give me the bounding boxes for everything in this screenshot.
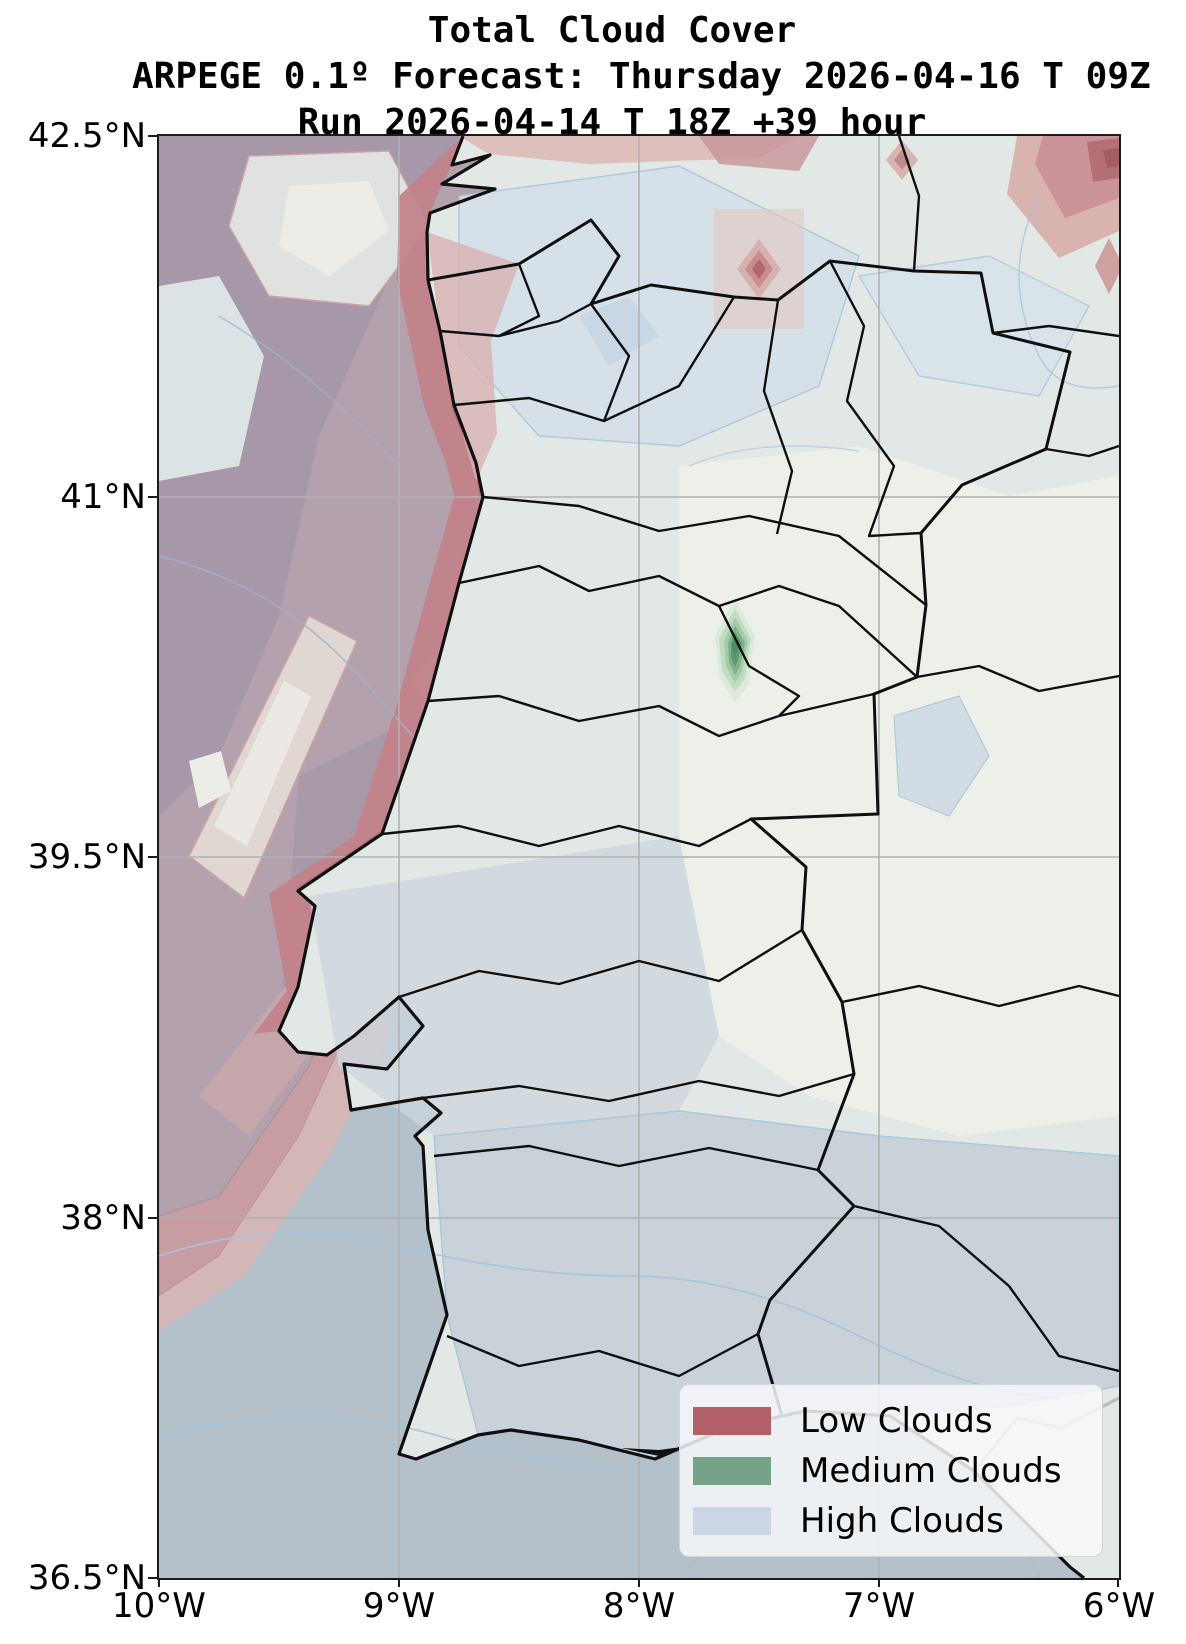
legend-label-medium-clouds: Medium Clouds — [800, 1451, 1062, 1491]
coastal-low-cloud-band — [254, 136, 483, 1034]
high-clouds-swatch-rect — [693, 1507, 771, 1535]
province-line — [828, 260, 922, 538]
ocean-clear-core — [189, 751, 231, 808]
low-clouds-swatch — [693, 1407, 771, 1435]
district-line — [762, 299, 794, 535]
medium-clouds-swatch — [693, 1457, 771, 1485]
y-tick-label-41n: 41°N — [60, 477, 146, 517]
district-boundaries — [381, 263, 927, 1378]
legend: Low Clouds Medium Clouds High Clouds — [679, 1384, 1103, 1557]
district-line — [482, 495, 927, 606]
legend-label-high-clouds: High Clouds — [800, 1501, 1004, 1541]
map-canvas — [157, 134, 1121, 1580]
district-line — [398, 928, 803, 999]
district-line — [498, 263, 541, 338]
country-border — [427, 218, 1072, 1417]
chart-title: Total Cloud Cover — [427, 10, 797, 51]
district-line — [439, 302, 592, 338]
low-clouds-swatch-rect — [693, 1407, 771, 1435]
ria-formosa-islands — [621, 1446, 689, 1456]
medium-clouds-swatch-rect — [693, 1457, 771, 1485]
province-line — [916, 664, 1119, 693]
axis-tick — [1117, 1578, 1119, 1587]
cloud-cover-map — [159, 136, 1119, 1578]
graticule — [159, 136, 1119, 1578]
district-line — [433, 1144, 819, 1172]
axis-tick — [878, 1578, 880, 1587]
district-line — [381, 817, 752, 848]
legend-row-medium-clouds: Medium Clouds — [693, 1446, 1102, 1496]
high-cloud-patch-central — [893, 695, 990, 817]
province-line — [1045, 444, 1119, 458]
y-tick-label-38n: 38°N — [60, 1198, 146, 1238]
x-tick-label-9w: 9°W — [362, 1586, 436, 1626]
chart-title-block: Total Cloud Cover ARPEGE 0.1º Forecast: … — [132, 8, 1151, 146]
province-line — [897, 136, 921, 272]
diagonal-clear-core — [214, 681, 311, 846]
contour-line — [159, 1232, 1060, 1399]
y-tick-label-39-5n: 39.5°N — [27, 837, 146, 877]
low-cloud-top-red — [699, 136, 819, 171]
legend-label-low-clouds: Low Clouds — [800, 1401, 993, 1441]
y-tick-label-36-5n: 36.5°N — [27, 1558, 146, 1598]
red-cell-ne-corner — [1103, 148, 1119, 168]
province-boundaries — [828, 136, 1119, 1373]
district-line — [590, 303, 631, 422]
district-line — [458, 564, 918, 678]
axis-tick — [158, 1578, 160, 1587]
ocean-clear-core — [279, 181, 389, 276]
axis-tick — [148, 135, 157, 137]
red-cell — [1095, 238, 1119, 294]
province-line — [841, 984, 1119, 1008]
x-tick-label-10w: 10°W — [112, 1586, 206, 1626]
contour-line — [688, 445, 860, 467]
district-line — [717, 605, 801, 717]
district-line — [446, 1332, 759, 1378]
x-tick-label-7w: 7°W — [842, 1586, 916, 1626]
low-cloud-fade-band — [159, 1006, 394, 1331]
legend-row-low-clouds: Low Clouds — [693, 1396, 1102, 1446]
high-clouds-swatch — [693, 1507, 771, 1535]
high-cloud-patch-estremadura — [309, 836, 719, 1136]
low-cloud-minho — [427, 232, 519, 481]
province-line — [853, 1204, 1119, 1373]
x-tick-label-8w: 8°W — [602, 1586, 676, 1626]
axis-tick — [398, 1578, 400, 1587]
axis-tick — [638, 1578, 640, 1587]
axis-tick — [148, 1577, 157, 1579]
x-tick-label-6w: 6°W — [1082, 1586, 1156, 1626]
axis-tick — [148, 856, 157, 858]
axis-tick — [148, 1217, 157, 1219]
contour-line — [218, 315, 400, 467]
y-tick-label-42-5n: 42.5°N — [27, 116, 146, 156]
medium-cloud-spot — [715, 598, 755, 702]
legend-row-high-clouds: High Clouds — [693, 1496, 1102, 1546]
chart-subtitle-forecast: ARPEGE 0.1º Forecast: Thursday 2026-04-1… — [132, 56, 1151, 97]
district-line — [422, 1072, 855, 1103]
province-line — [992, 324, 1119, 338]
axis-tick — [148, 496, 157, 498]
red-cell-border — [752, 259, 766, 279]
